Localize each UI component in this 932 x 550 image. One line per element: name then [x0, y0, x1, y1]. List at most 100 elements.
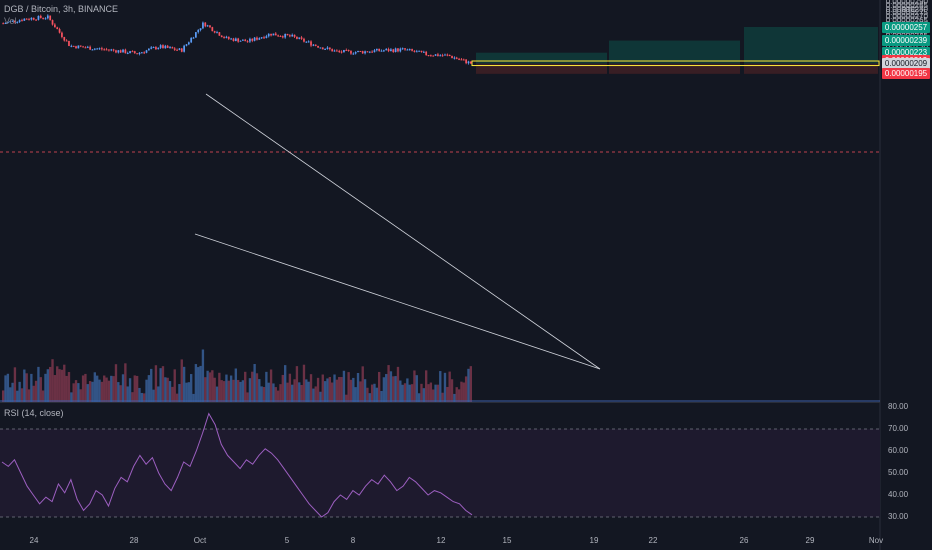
volume-bar — [218, 372, 221, 402]
volume-bar — [107, 380, 111, 402]
time-tick-label: 12 — [436, 536, 446, 545]
volume-bar — [345, 394, 348, 402]
volume-bar — [429, 382, 433, 402]
volume-bar — [227, 380, 230, 402]
volume-bar — [60, 369, 64, 402]
candle-body — [58, 29, 61, 33]
volume-bar — [201, 349, 205, 402]
volume-bar — [88, 381, 92, 402]
volume-bar — [338, 377, 341, 402]
candle-body — [260, 37, 263, 39]
candle-body — [133, 51, 136, 54]
candle-body — [324, 48, 326, 50]
candle-body — [89, 46, 91, 50]
volume-bar — [164, 377, 167, 402]
candle-body — [173, 48, 176, 50]
trendlines — [0, 93, 880, 402]
volume-bar — [98, 379, 101, 402]
candle-body — [49, 15, 52, 21]
volume-bar — [281, 374, 284, 402]
candle-body — [328, 47, 331, 50]
volume-bar — [51, 359, 54, 402]
volume-bar — [352, 377, 355, 402]
volume-bar — [403, 383, 407, 402]
volume-bar — [124, 363, 127, 402]
candle-body — [300, 37, 303, 39]
candle-body — [140, 52, 143, 54]
candle-body — [232, 38, 235, 41]
volume-bar — [30, 373, 33, 402]
candle-body — [136, 53, 138, 55]
volume-bar — [417, 393, 421, 402]
volume-bar — [328, 376, 331, 402]
volume-bar — [302, 364, 306, 402]
volume-bar — [333, 374, 336, 402]
volume-bar — [32, 385, 35, 402]
volume-bar — [368, 393, 371, 402]
volume-bar — [229, 375, 233, 402]
candle-body — [164, 45, 167, 49]
candle-body — [279, 35, 282, 37]
volume-bar — [63, 364, 66, 402]
candle-body — [392, 49, 395, 53]
candle-body — [312, 44, 315, 46]
candle-body — [86, 46, 89, 48]
candle-body — [253, 37, 256, 41]
volume-bar — [145, 379, 148, 402]
candle-body — [441, 55, 444, 57]
volume-bar — [2, 390, 5, 402]
rsi-tick-label: 70.00 — [888, 424, 909, 433]
volume-bar — [267, 382, 270, 402]
candle-body — [185, 44, 188, 46]
rsi-band — [0, 429, 880, 517]
time-tick-label: 5 — [284, 536, 290, 545]
volume-bar — [56, 366, 59, 402]
candle-body — [361, 51, 364, 54]
currency-badge[interactable]: BTC — [896, 4, 922, 17]
candle-body — [126, 53, 129, 55]
candle-body — [16, 21, 19, 23]
candle-body — [256, 37, 258, 40]
volume-bar — [432, 389, 435, 402]
candle-body — [187, 42, 190, 45]
volume-bar — [77, 383, 80, 402]
candle-body — [129, 51, 131, 54]
volume-bar — [361, 366, 364, 402]
volume-bar — [199, 365, 202, 402]
volume-bar — [96, 375, 99, 402]
candle-body — [336, 50, 338, 52]
volume-bar — [197, 367, 200, 402]
volume-bar — [81, 375, 85, 402]
candle-body — [176, 49, 178, 51]
volume-bar — [260, 386, 263, 402]
volume-bar — [215, 386, 219, 402]
volume-bar — [415, 375, 418, 402]
candle-body — [387, 49, 390, 52]
volume-bar — [314, 386, 317, 402]
candle-body — [145, 50, 148, 53]
volume-label: Vol — [4, 16, 17, 26]
volume-bar — [93, 372, 96, 402]
volume-bar — [305, 379, 308, 402]
volume-bar — [4, 375, 7, 402]
candle-body — [305, 41, 308, 43]
candle-body — [298, 37, 301, 39]
candle-body — [84, 47, 87, 49]
candle-body — [14, 20, 16, 23]
volume-bar — [16, 390, 19, 402]
candle-body — [439, 55, 442, 57]
candle-body — [72, 45, 75, 47]
candle-body — [131, 51, 134, 53]
candle-body — [206, 25, 209, 27]
candle-body — [352, 53, 355, 55]
volume-bar — [171, 386, 174, 402]
volume-bar — [13, 367, 17, 402]
volume-bar — [446, 386, 449, 402]
volume-bar — [178, 384, 181, 402]
candle-body — [467, 61, 470, 64]
volume-bar — [185, 382, 188, 402]
volume-bar — [288, 373, 292, 402]
candle-body — [65, 40, 68, 42]
candle-body — [404, 48, 406, 50]
